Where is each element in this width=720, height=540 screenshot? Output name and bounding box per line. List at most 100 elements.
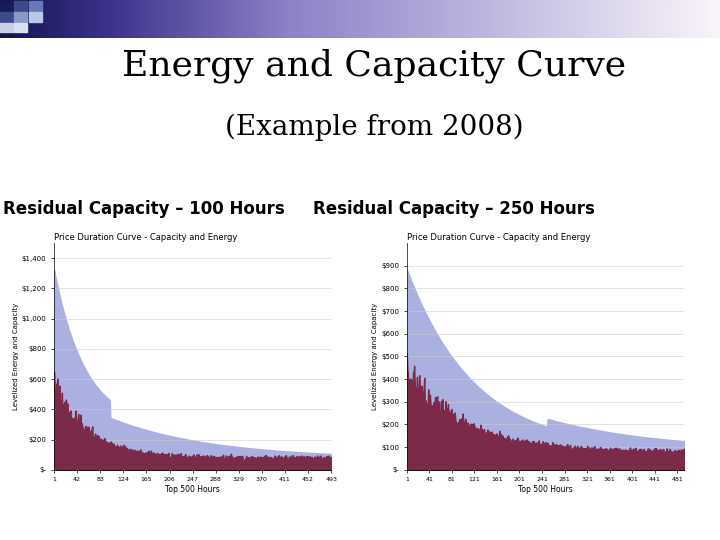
Bar (140, 0, 144, 38)
Bar (29, 0, 32, 38)
Bar (666, 0, 670, 38)
Bar (389, 0, 392, 38)
Bar (50, 0, 54, 38)
Bar (360, 0, 364, 38)
Bar (79, 0, 83, 38)
Text: Residual Capacity – 100 Hours: Residual Capacity – 100 Hours (3, 200, 285, 218)
Bar (544, 0, 547, 38)
Bar (115, 0, 119, 38)
Bar (137, 0, 140, 38)
Bar (187, 0, 191, 38)
Bar (122, 0, 126, 38)
Bar (706, 0, 709, 38)
Bar (227, 0, 230, 38)
X-axis label: Top 500 Hours: Top 500 Hours (165, 485, 220, 494)
Y-axis label: Levelized Energy and Capacity: Levelized Energy and Capacity (372, 303, 379, 410)
Bar (108, 0, 112, 38)
Bar (688, 0, 691, 38)
Bar (418, 0, 421, 38)
Bar (104, 0, 108, 38)
Bar (281, 0, 284, 38)
Bar (0, 12, 13, 22)
Bar (608, 0, 612, 38)
Bar (40, 0, 43, 38)
Text: Price Duration Curve - Capacity and Energy: Price Duration Curve - Capacity and Ener… (407, 233, 590, 242)
Bar (410, 0, 414, 38)
Bar (14, 0, 18, 38)
Bar (569, 0, 572, 38)
Bar (90, 0, 94, 38)
Bar (209, 0, 212, 38)
Bar (695, 0, 698, 38)
Bar (637, 0, 641, 38)
Bar (166, 0, 169, 38)
Bar (648, 0, 652, 38)
Bar (184, 0, 187, 38)
Bar (364, 0, 367, 38)
Bar (148, 0, 151, 38)
Bar (151, 0, 155, 38)
Bar (112, 0, 115, 38)
Bar (119, 0, 122, 38)
Bar (342, 0, 346, 38)
Bar (58, 0, 61, 38)
Bar (0, 0, 4, 38)
Bar (709, 0, 713, 38)
Bar (522, 0, 526, 38)
Bar (623, 0, 626, 38)
Bar (590, 0, 594, 38)
Bar (36, 0, 40, 38)
Bar (367, 0, 371, 38)
Bar (230, 0, 234, 38)
Bar (313, 0, 317, 38)
Bar (292, 0, 295, 38)
Bar (493, 0, 497, 38)
Bar (655, 0, 659, 38)
Bar (252, 0, 256, 38)
Bar (14, 1, 27, 11)
Bar (511, 0, 515, 38)
Bar (65, 0, 68, 38)
Bar (576, 0, 580, 38)
Bar (698, 0, 702, 38)
Bar (691, 0, 695, 38)
Bar (630, 0, 634, 38)
Bar (133, 0, 137, 38)
Bar (43, 0, 47, 38)
Bar (72, 0, 76, 38)
Bar (173, 0, 176, 38)
Bar (713, 0, 716, 38)
Bar (256, 0, 259, 38)
Bar (130, 0, 133, 38)
Bar (205, 0, 209, 38)
Bar (378, 0, 382, 38)
Bar (716, 0, 720, 38)
Bar (47, 0, 50, 38)
Bar (432, 0, 436, 38)
Bar (310, 0, 313, 38)
Bar (220, 0, 223, 38)
Bar (371, 0, 374, 38)
Bar (29, 1, 42, 11)
Bar (598, 0, 601, 38)
Bar (356, 0, 360, 38)
Bar (454, 0, 457, 38)
Bar (436, 0, 439, 38)
Text: Energy and Capacity Curve: Energy and Capacity Curve (122, 49, 626, 83)
Text: (Example from 2008): (Example from 2008) (225, 113, 523, 141)
Bar (61, 0, 65, 38)
Bar (490, 0, 493, 38)
Bar (580, 0, 583, 38)
Bar (439, 0, 443, 38)
Bar (14, 23, 27, 32)
Bar (284, 0, 288, 38)
Bar (18, 0, 22, 38)
Bar (11, 0, 14, 38)
Bar (263, 0, 266, 38)
Bar (403, 0, 407, 38)
Bar (500, 0, 504, 38)
Bar (587, 0, 590, 38)
Bar (382, 0, 385, 38)
Bar (457, 0, 461, 38)
Bar (266, 0, 270, 38)
